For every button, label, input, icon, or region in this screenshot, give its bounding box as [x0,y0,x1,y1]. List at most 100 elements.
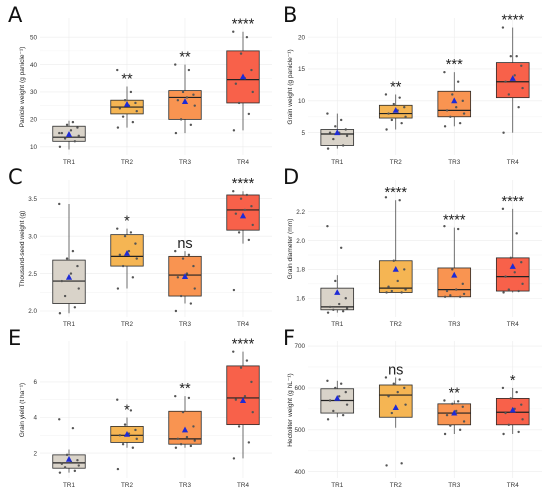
panel-d-data-point [517,289,520,293]
panel-b-y-tick-label: 10 [298,98,306,105]
panel-a-plot: 10 20 30 40 50 TR1 ** TR2 ** TR3 **** TR4 [30,17,272,166]
panel-d-data-point [515,232,518,235]
panel-b-data-point [339,118,343,122]
panel-b-data-point [462,112,466,115]
panel-c-data-point [245,193,249,197]
panel-e-data-point [129,409,133,412]
panel-e-data-point [121,442,125,446]
panel-b-data-point [387,112,390,115]
panel-f: F Hectoliter weight (g hL⁻¹) 400 500 600 70… [283,326,542,489]
panel-b-data-point [341,144,345,147]
panel-f-data-point [445,413,449,417]
panel-d-data-point [390,289,394,293]
panel-c-significance-label: **** [232,176,255,192]
panel-e-y-tick-label: 2 [33,450,37,457]
panel-f-data-point [334,386,337,390]
panel-a-mean-marker [65,131,73,137]
panel-d-letter: D [283,165,299,189]
panel-c-data-point [247,238,251,242]
panel-d-data-point [443,224,446,228]
panel-c-data-point [239,197,243,200]
panel-f-data-point [384,376,388,379]
panel-b-data-point [403,106,406,109]
panel-f-y-axis-title: Hectoliter weight (g hL⁻¹) [287,373,294,446]
panel-b-data-point [451,93,454,96]
panel-c-x-tick-label: TR3 [179,321,191,328]
panel-c-data-point [69,272,73,275]
panel-d-data-point [345,307,349,310]
panel-b-mean-marker [334,129,341,136]
panel-f-data-point [462,420,466,423]
panel-a-mean-marker [123,100,131,107]
panel-c-data-point [189,302,193,305]
panel-a-data-point [58,145,62,148]
panel-a: A Panicle weight (g panicle⁻¹) 10 20 30 40 5… [8,3,272,166]
panel-a-data-point [193,104,196,107]
panel-c-x-tick-label: TR4 [237,321,249,328]
panel-f-significance-label: ns [388,362,403,378]
panel-e-significance-label: **** [232,337,255,353]
panel-e-y-tick-label: 6 [33,379,37,386]
panel-f-data-point [387,395,390,398]
panel-d-data-point [341,310,345,313]
panel-a-data-point [118,107,122,110]
panel-f-y-tick-label: 400 [294,469,305,476]
panel-b-data-point [385,128,388,131]
panel-d-data-point [326,224,329,228]
panel-f-data-point [515,390,518,394]
panel-d-box-tr1 [320,224,355,314]
panel-e-letter: E [8,326,21,350]
panel-b-data-point [344,128,347,131]
panel-b-data-point [392,102,395,106]
panel-e-data-point [239,366,243,369]
panel-f-data-point [403,386,406,390]
panel-c-significance-label: * [124,214,130,230]
panel-b-y-tick-label: 15 [298,66,306,73]
panel-b-x-tick-label: TR4 [507,159,519,166]
panel-d-data-point [445,289,449,293]
panel-c-box-tr2: * [110,214,144,290]
panel-c-data-point [176,276,180,279]
panel-f-data-point [449,424,452,427]
panel-b-letter: B [283,3,297,27]
panel-f-data-point [501,386,505,390]
panel-e-data-point [174,446,178,449]
panel-a-significance-label: ** [179,50,191,66]
panel-d-x-tick-label: TR2 [390,321,402,328]
panel-e-data-point [131,446,135,449]
panel-a-data-point [135,109,138,113]
panel-c-data-point [131,276,135,279]
panel-c-data-point [76,264,79,268]
panel-a-data-point [71,120,75,124]
panel-f-data-point [521,418,524,421]
panel-f-data-point [326,418,330,421]
panel-f-data-point [461,405,464,408]
panel-c-data-point [60,279,64,283]
panel-e-x-tick-label: TR3 [179,482,191,489]
panel-c-x-tick-label: TR2 [121,321,133,328]
panel-a-box-tr1 [52,120,86,150]
panel-f-data-point [326,379,329,383]
panel-c-data-point [243,208,247,212]
panel-e-x-tick-label: TR1 [63,482,75,489]
panel-f-box-tr1 [320,379,355,421]
panel-a-data-point [58,131,61,135]
panel-c-data-point [116,287,120,290]
panel-b-data-point [504,80,507,83]
panel-a-data-point [232,129,236,132]
panel-b-data-point [502,131,505,134]
panel-d: D Grain diameter (mm) 1.6 1.8 2.0 2.2 TR1 ***… [283,165,542,328]
panel-c-data-point [123,234,127,238]
panel-d-data-point [462,292,466,296]
panel-a-data-point [232,30,235,33]
panel-d-data-point [326,311,330,314]
panel-c-data-point [192,264,195,268]
panel-c-data-point [179,294,183,298]
panel-b-plot: 5 10 15 20 TR1 ** TR2 *** TR3 **** TR4 [298,13,542,166]
panel-f-mean-marker [509,406,516,413]
panel-c-y-tick-label: 2.0 [28,308,37,315]
panel-d-y-tick-label: 2.2 [296,209,305,216]
panel-f-data-point [455,409,458,413]
panel-b-data-point [326,147,330,150]
panel-f-data-point [504,411,507,415]
